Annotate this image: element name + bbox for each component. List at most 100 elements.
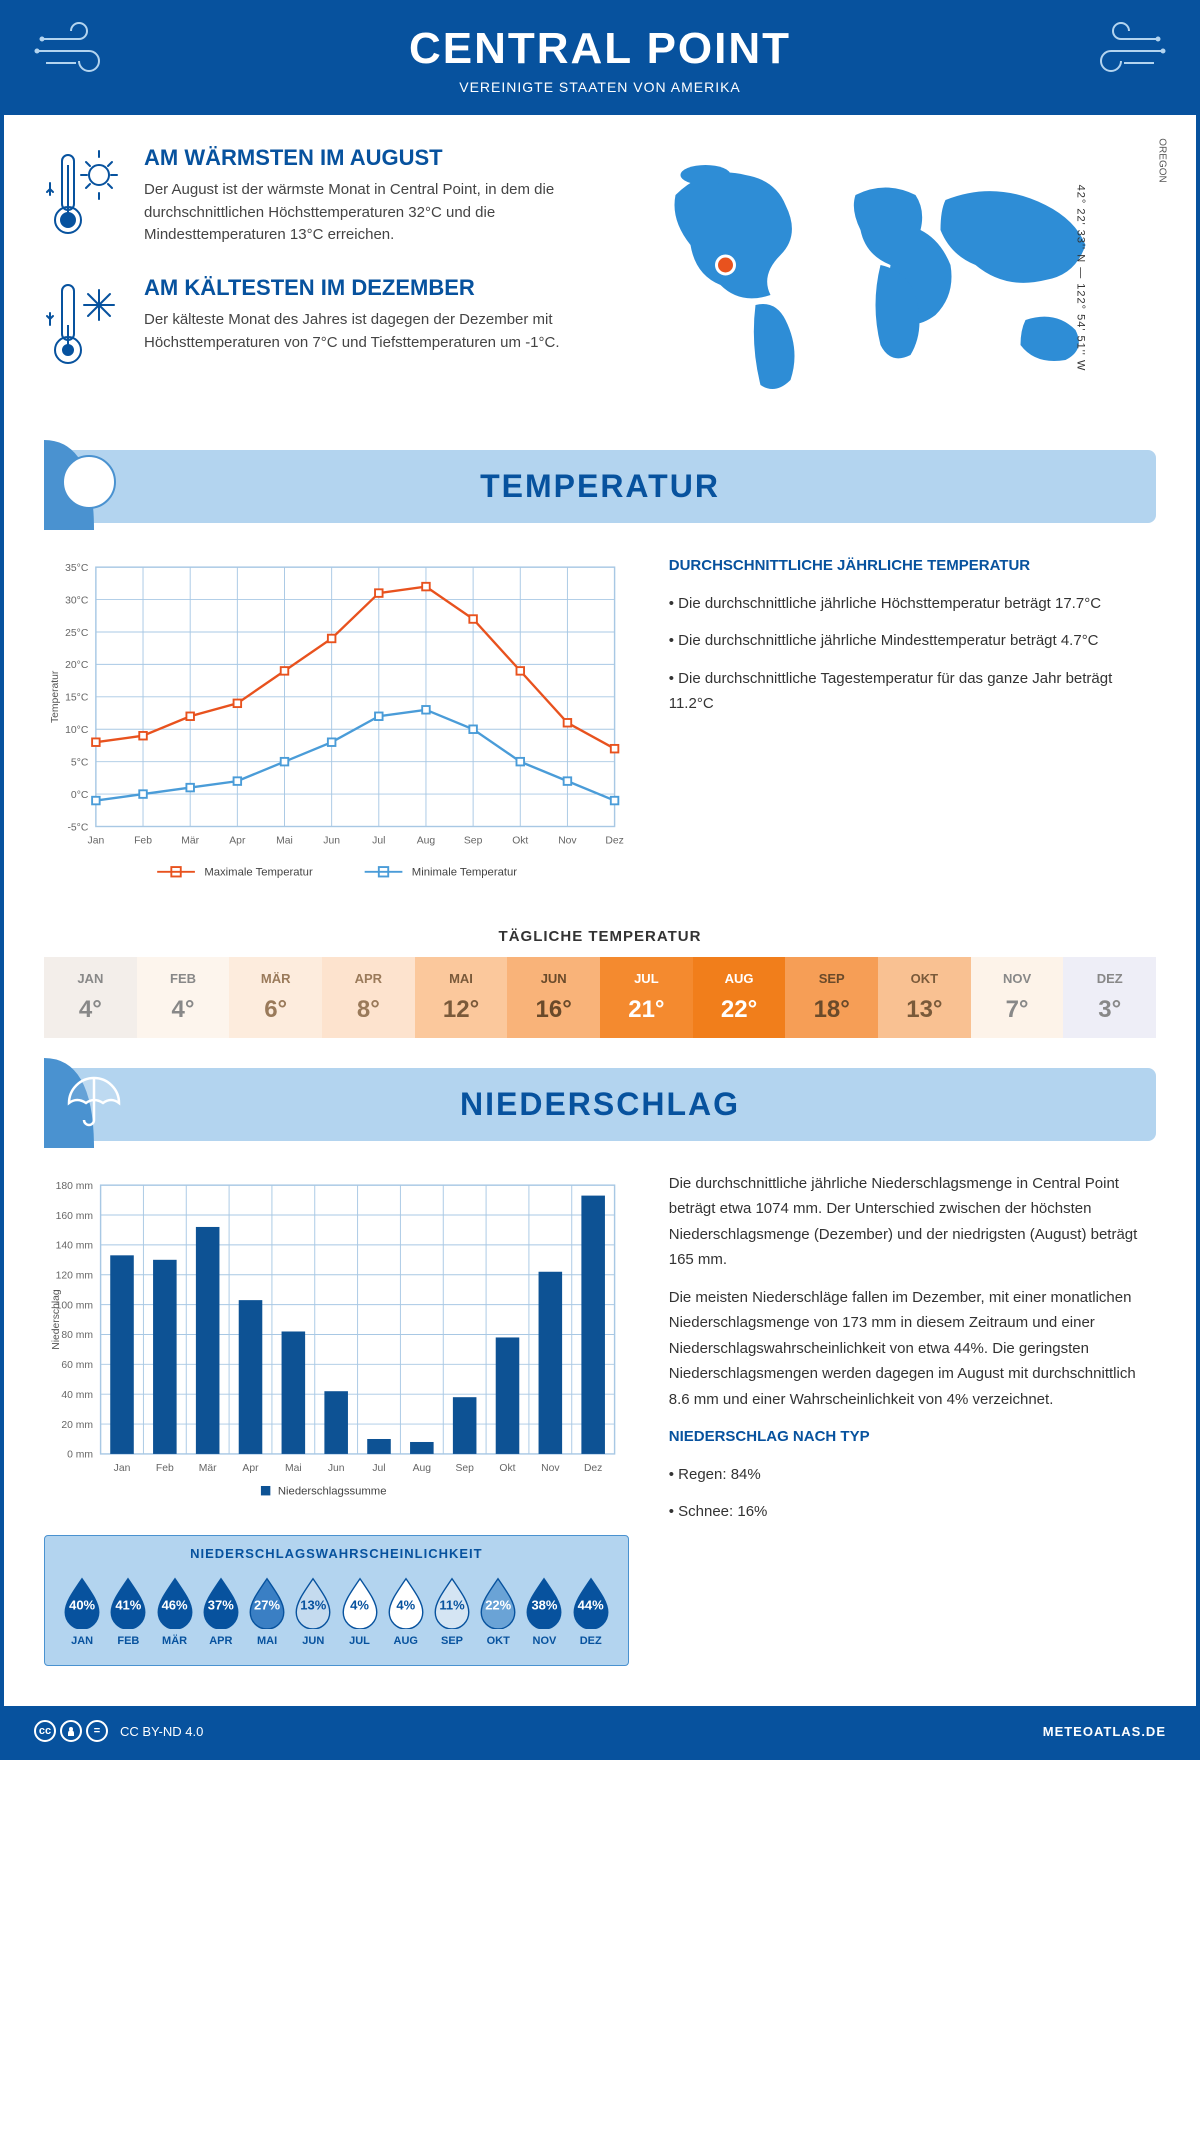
drop-item: 4% JUL [336,1575,382,1647]
svg-text:20 mm: 20 mm [61,1419,93,1430]
heatmap-cell: SEP18° [785,957,878,1038]
svg-text:25°C: 25°C [65,628,89,639]
drop-item: 11% SEP [429,1575,475,1647]
svg-text:40 mm: 40 mm [61,1389,93,1400]
svg-text:Jun: Jun [328,1462,345,1473]
map-region: OREGON [1156,138,1167,182]
svg-text:Niederschlag: Niederschlag [51,1289,62,1350]
svg-text:Sep: Sep [464,835,483,846]
svg-text:15°C: 15°C [65,693,89,704]
temp-section-title: TEMPERATUR [74,468,1126,505]
svg-text:35°C: 35°C [65,563,89,574]
svg-text:140 mm: 140 mm [56,1240,93,1251]
svg-text:160 mm: 160 mm [56,1210,93,1221]
svg-text:Mär: Mär [181,835,199,846]
drop-item: 40% JAN [59,1575,105,1647]
svg-text:Dez: Dez [605,835,623,846]
svg-text:Okt: Okt [512,835,528,846]
svg-text:Apr: Apr [229,835,246,846]
fact-cold-title: AM KÄLTESTEN IM DEZEMBER [144,275,585,301]
precip-p1: Die durchschnittliche jährliche Niedersc… [669,1171,1156,1273]
svg-text:Jan: Jan [114,1462,131,1473]
svg-text:10°C: 10°C [65,725,89,736]
svg-text:0°C: 0°C [71,790,89,801]
precip-section-title: NIEDERSCHLAG [74,1086,1126,1123]
svg-text:5°C: 5°C [71,757,89,768]
footer: cc = CC BY-ND 4.0 METEOATLAS.DE [4,1706,1196,1756]
svg-text:0 mm: 0 mm [67,1449,93,1460]
svg-text:Jul: Jul [372,835,385,846]
fact-warm-title: AM WÄRMSTEN IM AUGUST [144,145,585,171]
page-title: CENTRAL POINT [24,24,1176,74]
drop-item: 13% JUN [290,1575,336,1647]
svg-text:Okt: Okt [499,1462,515,1473]
temp-text-b1: • Die durchschnittliche jährliche Höchst… [669,591,1156,617]
svg-text:120 mm: 120 mm [56,1270,93,1281]
svg-text:Nov: Nov [541,1462,560,1473]
svg-text:Apr: Apr [242,1462,259,1473]
fact-warmest: AM WÄRMSTEN IM AUGUST Der August ist der… [44,145,585,250]
heatmap-title: TÄGLICHE TEMPERATUR [44,928,1156,945]
svg-text:Niederschlagssumme: Niederschlagssumme [278,1485,387,1497]
svg-text:30°C: 30°C [65,595,89,606]
umbrella-icon [44,1058,144,1138]
svg-text:Minimale Temperatur: Minimale Temperatur [412,867,518,879]
footer-site: METEOATLAS.DE [1043,1724,1166,1739]
facts-column: AM WÄRMSTEN IM AUGUST Der August ist der… [44,145,585,410]
drop-item: 44% DEZ [568,1575,614,1647]
precip-bar-chart: 0 mm20 mm40 mm60 mm80 mm100 mm120 mm140 … [44,1171,629,1667]
svg-text:Feb: Feb [156,1462,174,1473]
heatmap-cell: OKT13° [878,957,971,1038]
cc-icon: cc [34,1720,56,1742]
drop-item: 22% OKT [475,1575,521,1647]
heatmap-cell: JUN16° [507,957,600,1038]
drop-item: 37% APR [198,1575,244,1647]
fact-cold-text: Der kälteste Monat des Jahres ist dagege… [144,309,585,354]
map-coords: 42° 22' 33'' N — 122° 54' 51'' W [1075,184,1087,371]
drop-item: 41% FEB [105,1575,151,1647]
svg-text:Sep: Sep [455,1462,474,1473]
heatmap-cell: DEZ3° [1063,957,1156,1038]
precip-summary-text: Die durchschnittliche jährliche Niedersc… [669,1171,1156,1667]
wind-icon-right [1076,19,1166,84]
svg-text:Dez: Dez [584,1462,602,1473]
section-banner-temp: TEMPERATUR [44,450,1156,523]
heatmap-cell: APR8° [322,957,415,1038]
svg-text:Aug: Aug [413,1462,432,1473]
world-map: OREGON 42° 22' 33'' N — 122° 54' 51'' W [615,145,1156,410]
prob-title: NIEDERSCHLAGSWAHRSCHEINLICHKEIT [59,1546,614,1561]
thermometer-snow-icon [44,275,124,380]
svg-text:Jul: Jul [372,1462,385,1473]
svg-text:Aug: Aug [417,835,436,846]
temp-text-b2: • Die durchschnittliche jährliche Mindes… [669,628,1156,654]
precip-type-heading: NIEDERSCHLAG NACH TYP [669,1424,1156,1450]
heatmap-cell: NOV7° [971,957,1064,1038]
temp-text-heading: DURCHSCHNITTLICHE JÄHRLICHE TEMPERATUR [669,553,1156,579]
page-subtitle: VEREINIGTE STAATEN VON AMERIKA [24,79,1176,95]
svg-text:Feb: Feb [134,835,152,846]
drop-item: 4% AUG [383,1575,429,1647]
drop-item: 46% MÄR [151,1575,197,1647]
cc-license: cc = CC BY-ND 4.0 [34,1720,203,1742]
svg-text:180 mm: 180 mm [56,1180,93,1191]
heatmap-cell: AUG22° [693,957,786,1038]
svg-text:Mai: Mai [285,1462,302,1473]
nd-icon: = [86,1720,108,1742]
heatmap-cell: JAN4° [44,957,137,1038]
header-banner: CENTRAL POINT VEREINIGTE STAATEN VON AME… [4,4,1196,115]
svg-text:20°C: 20°C [65,660,89,671]
drop-item: 38% NOV [521,1575,567,1647]
precip-p2: Die meisten Niederschläge fallen im Deze… [669,1285,1156,1413]
svg-text:-5°C: -5°C [67,822,88,833]
fact-coldest: AM KÄLTESTEN IM DEZEMBER Der kälteste Mo… [44,275,585,380]
heatmap-cell: MAI12° [415,957,508,1038]
wind-icon-left [34,19,124,84]
heatmap-cell: MÄR6° [229,957,322,1038]
svg-text:80 mm: 80 mm [61,1330,93,1341]
section-banner-precip: NIEDERSCHLAG [44,1068,1156,1141]
svg-text:Jun: Jun [323,835,340,846]
svg-text:Temperatur: Temperatur [50,670,61,723]
svg-text:60 mm: 60 mm [61,1360,93,1371]
svg-text:Jan: Jan [88,835,105,846]
precip-probability-box: NIEDERSCHLAGSWAHRSCHEINLICHKEIT 40% JAN … [44,1535,629,1666]
